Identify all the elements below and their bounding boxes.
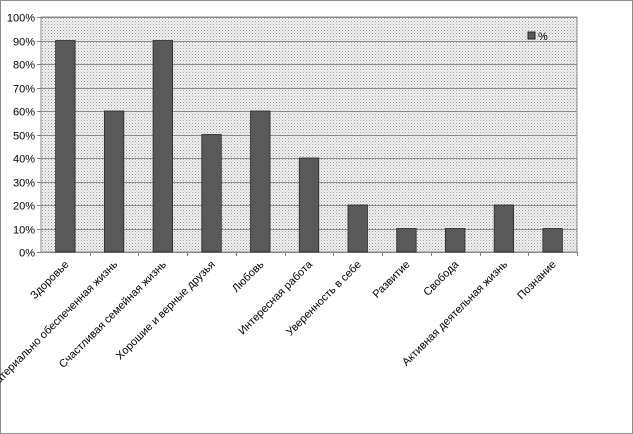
x-category-label: Познание [515, 259, 558, 302]
bar [201, 134, 222, 253]
legend: % [527, 31, 548, 43]
x-category-label: Свобода [421, 258, 462, 299]
x-category-label: Хорошие и верные друзья [114, 259, 218, 363]
x-category-label: Любовь [230, 258, 267, 295]
bar [542, 228, 563, 253]
bar [445, 228, 466, 253]
legend-label: % [538, 31, 548, 43]
bar [396, 228, 417, 253]
y-tick-label: 50% [13, 131, 35, 143]
bar [250, 110, 271, 253]
y-tick-label: 80% [13, 60, 35, 72]
x-category-label: Здоровье [28, 259, 71, 302]
bar [152, 40, 173, 253]
legend-swatch [527, 31, 536, 40]
y-tick-label: 70% [13, 84, 35, 96]
y-tick-label: 60% [13, 107, 35, 119]
x-category-label: Активная деятельная жизнь [400, 258, 510, 368]
y-tick-label: 40% [13, 154, 35, 166]
bar [103, 110, 125, 253]
y-tick-label: 100% [7, 13, 35, 25]
bar [298, 157, 320, 253]
bars [55, 40, 563, 253]
bar [347, 204, 368, 253]
bar [493, 204, 515, 253]
y-axis-ticks: 0% 10% 20% 30% 40% 50% 60% 70% 80% 90% 100% [7, 13, 41, 260]
x-category-label: Развитие [371, 259, 413, 301]
bar [55, 40, 76, 253]
y-tick-label: 30% [13, 178, 35, 190]
y-tick-label: 0% [19, 248, 35, 260]
y-tick-label: 20% [13, 201, 35, 213]
y-tick-label: 10% [13, 225, 35, 237]
y-tick-label: 90% [13, 37, 35, 49]
